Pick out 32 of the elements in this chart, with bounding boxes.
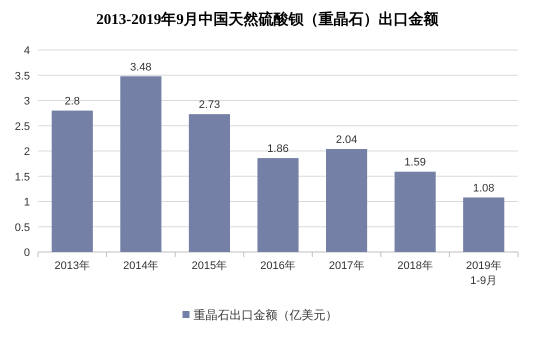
y-tick-label: 1 — [24, 196, 30, 208]
y-tick-label: 2.5 — [14, 120, 30, 133]
x-tick-label: 2016年 — [260, 260, 296, 272]
chart-title: 2013-2019年9月中国天然硫酸钡（重晶石）出口金额 — [96, 10, 440, 28]
y-tick-label: 3 — [24, 96, 30, 108]
bar — [326, 148, 368, 252]
data-label: 2.04 — [336, 134, 358, 146]
data-label: 2.8 — [64, 96, 80, 108]
x-tick-label: 2015年 — [192, 260, 228, 272]
data-label: 3.48 — [130, 61, 152, 74]
bar — [188, 114, 230, 252]
x-tick-label: 2018年 — [397, 260, 433, 272]
y-tick-label: 3.5 — [14, 70, 30, 82]
data-label: 1.59 — [404, 156, 426, 169]
y-tick-label: 1.5 — [14, 171, 30, 184]
legend-label: 重晶石出口金额（亿美元） — [194, 308, 338, 322]
y-tick-label: 0.5 — [14, 222, 30, 234]
bar — [52, 110, 93, 252]
x-tick-label: 2013年 — [54, 260, 90, 272]
x-tick-label: 2014年 — [123, 260, 159, 272]
y-tick-label: 2 — [24, 146, 30, 158]
bar — [394, 172, 436, 252]
x-tick-label: 2019年 1-9月 — [466, 260, 502, 287]
bar — [120, 76, 162, 252]
data-label: 2.73 — [198, 99, 220, 112]
y-tick-label: 4 — [24, 45, 30, 57]
bar — [257, 158, 299, 252]
x-tick-label: 2017年 — [328, 260, 364, 272]
data-label: 1.86 — [267, 143, 289, 156]
bar — [463, 197, 504, 252]
y-tick-label: 0 — [24, 247, 30, 259]
data-label: 1.08 — [473, 182, 494, 194]
